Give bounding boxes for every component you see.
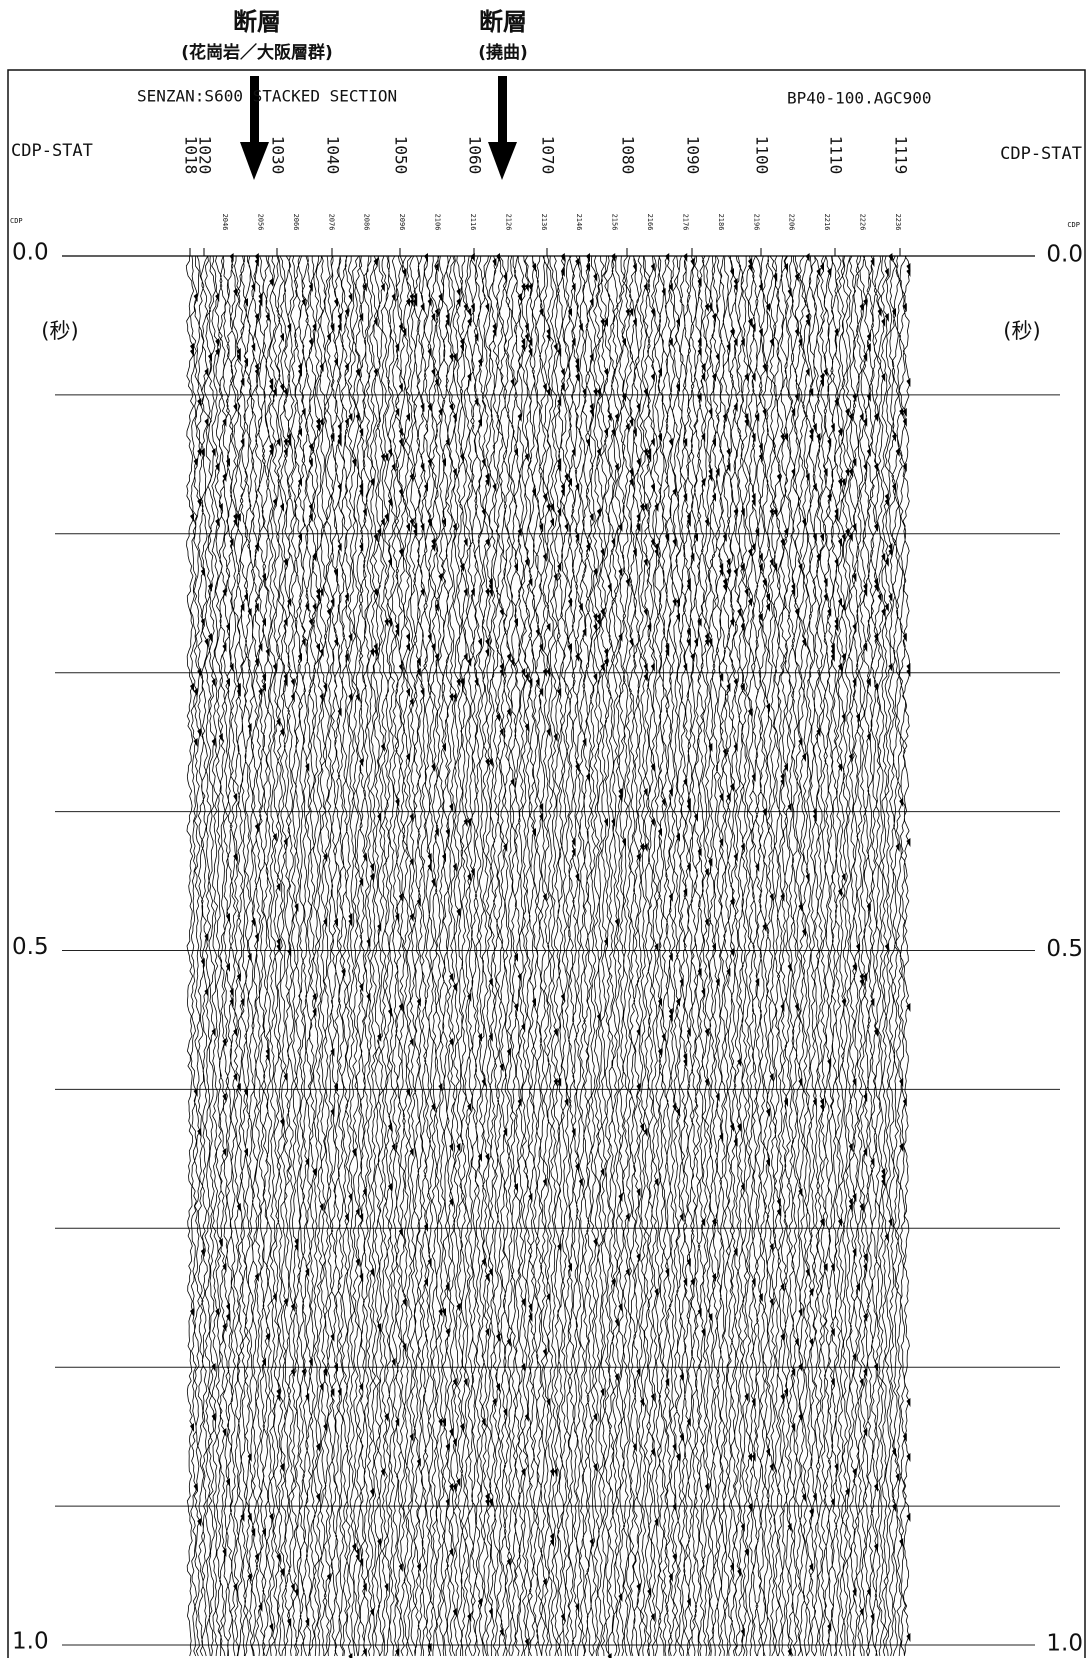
annotation-subtitle: (撓曲) [478,43,528,63]
annotation-title: 断層 [479,8,527,36]
header-title: SENZAN:S600 STACKED SECTION [137,87,397,106]
time-tick-label: 0.0 [12,240,49,266]
cdp-stat-value: 1070 [539,136,558,175]
cdp-value: 2196 [752,214,760,231]
cdp-value: 2096 [398,214,406,231]
time-tick-label: 0.0 [1046,242,1083,268]
cdp-stat-value: 1018 [182,136,201,175]
cdp-value: 2156 [611,214,619,231]
cdp-value: 2086 [363,214,371,231]
cdp-stat-value: 1020 [196,136,215,175]
cdp-stat-label: CDP-STAT [1000,144,1082,164]
cdp-value: 2066 [292,214,300,231]
cdp-value: 2056 [256,214,264,231]
cdp-stat-value: 1030 [269,136,288,175]
cdp-stat-value: 1050 [392,136,411,175]
cdp-value: 2206 [788,214,796,231]
cdp-stat-value: 1119 [892,136,911,175]
annotation-subtitle: (花崗岩／大阪層群) [181,42,333,63]
cdp-value: 2186 [717,214,725,231]
cdp-label: CDP [10,217,23,225]
frame [7,69,1086,1658]
cdp-value: 2236 [894,214,902,231]
arrow [488,76,517,180]
wiggle [185,255,911,1657]
cdp-value: 2126 [504,214,512,231]
cdp-value: 2136 [540,214,548,231]
cdp-value: 2166 [646,214,654,231]
cdp-stat-label: CDP-STAT [11,141,93,161]
time-unit: (秒) [1003,319,1040,343]
cdp-stat-value: 1060 [466,136,485,175]
cdp-stat-value: 1080 [619,136,638,175]
cdp-value: 2226 [859,214,867,231]
time-tick-label: 0.5 [12,934,49,960]
time-tick-label: 0.5 [1046,936,1083,962]
cdp-value: 2116 [469,214,477,231]
cdp-value: 2146 [575,214,583,231]
cdp-stat-value: 1090 [684,136,703,175]
cdp-stat-value: 1100 [753,136,772,175]
cdp-stat-value: 1040 [324,136,343,175]
arrow [240,76,269,180]
cdp-value: 2076 [327,214,335,231]
cdp-value: 2106 [434,214,442,231]
time-tick-label: 1.0 [12,1629,49,1655]
cdp-value: 2176 [682,214,690,231]
cdp-value: 2046 [221,214,229,231]
time-unit: (秒) [41,319,78,343]
annotation-title: 断層 [233,8,281,36]
seismic-traces [55,253,1060,1658]
time-tick-label: 1.0 [1046,1631,1083,1657]
cdp-label: CDP [1067,221,1080,229]
header-processing: BP40-100.AGC900 [787,89,932,108]
cdp-value: 2216 [823,214,831,231]
cdp-stat-value: 1110 [827,136,846,175]
